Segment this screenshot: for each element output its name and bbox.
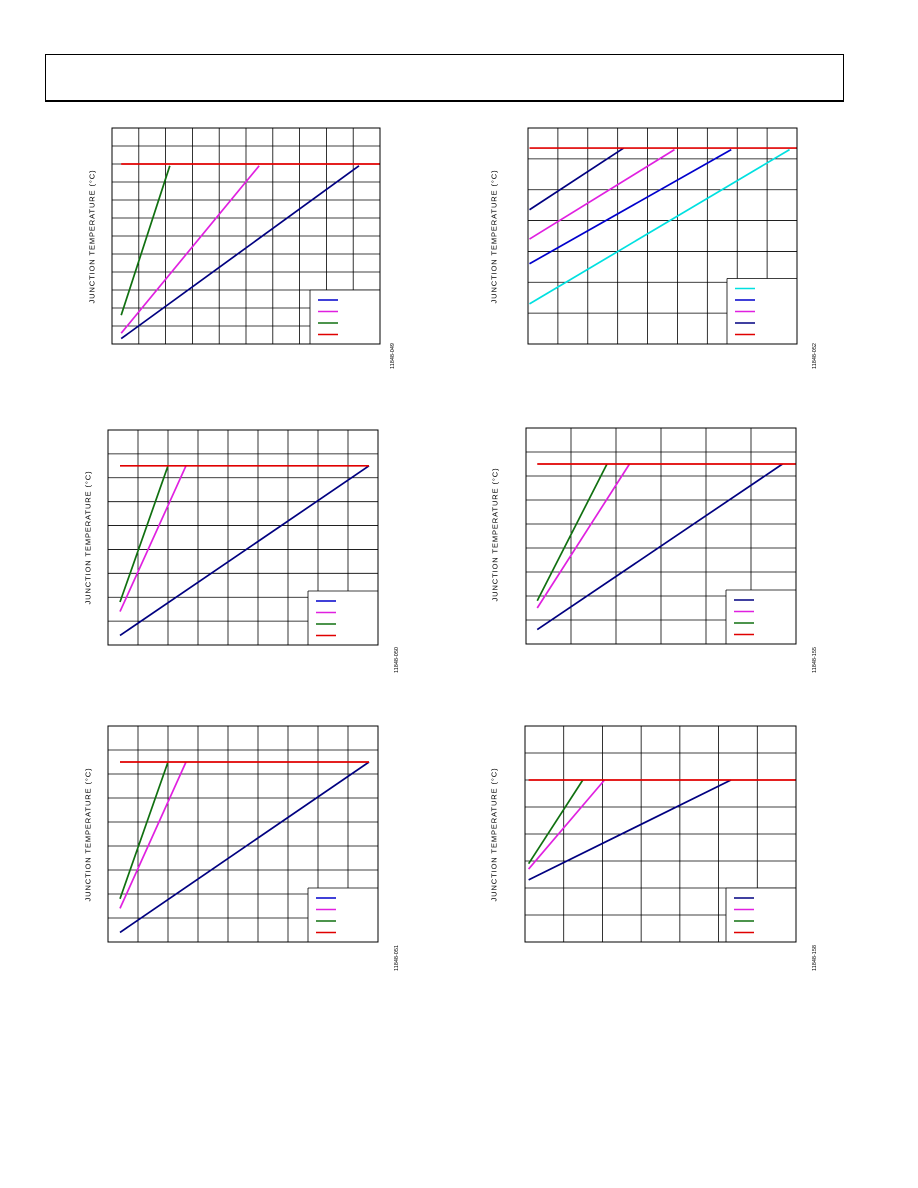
figure-id-label: 11848-155 <box>811 647 818 673</box>
y-axis-label: JUNCTION TEMPERATURE (°C) <box>490 467 500 601</box>
series-line <box>528 779 732 881</box>
series-line <box>120 165 171 316</box>
plot-area <box>107 429 379 646</box>
series-line <box>536 463 783 631</box>
plot-area <box>111 127 381 345</box>
legend-box <box>310 290 380 344</box>
plot-frame <box>524 725 797 943</box>
series-line <box>536 463 608 602</box>
legend-box <box>726 590 796 644</box>
figure-id-label: 11848-049 <box>389 343 396 369</box>
series-line <box>536 463 631 609</box>
y-axis-label: JUNCTION TEMPERATURE (°C) <box>83 767 93 901</box>
series-line <box>527 779 606 870</box>
series-line <box>119 761 169 900</box>
plot-area <box>525 427 797 645</box>
y-axis-label: JUNCTION TEMPERATURE (°C) <box>489 169 499 303</box>
series-line <box>119 465 169 603</box>
series-line <box>120 165 360 340</box>
series-line <box>119 761 370 934</box>
series-line <box>527 779 584 865</box>
series-line <box>119 465 187 612</box>
legend-box <box>308 888 378 942</box>
y-axis-label: JUNCTION TEMPERATURE (°C) <box>87 169 97 303</box>
plot-area <box>527 127 798 345</box>
legend-box <box>726 888 796 942</box>
series-line <box>119 465 370 637</box>
figure-id-label: 11848-052 <box>811 343 818 369</box>
plot-frame <box>111 127 381 345</box>
plot-area <box>107 725 379 943</box>
series-line <box>529 148 675 240</box>
figure-id-label: 11848-051 <box>393 945 400 971</box>
plot-frame <box>525 427 797 645</box>
series-line <box>529 148 732 265</box>
series-line <box>119 761 187 909</box>
series-line <box>529 148 790 305</box>
plot-frame <box>107 725 379 943</box>
legend-box <box>308 591 378 645</box>
series-line <box>120 165 260 334</box>
plot-frame <box>527 127 798 345</box>
series-line <box>529 147 625 211</box>
page-header-box <box>45 54 844 102</box>
figure-id-label: 11848-158 <box>811 945 818 971</box>
figure-id-label: 11848-050 <box>393 647 400 673</box>
y-axis-label: JUNCTION TEMPERATURE (°C) <box>83 470 93 604</box>
plot-area <box>524 725 797 943</box>
y-axis-label: JUNCTION TEMPERATURE (°C) <box>489 767 499 901</box>
plot-frame <box>107 429 379 646</box>
